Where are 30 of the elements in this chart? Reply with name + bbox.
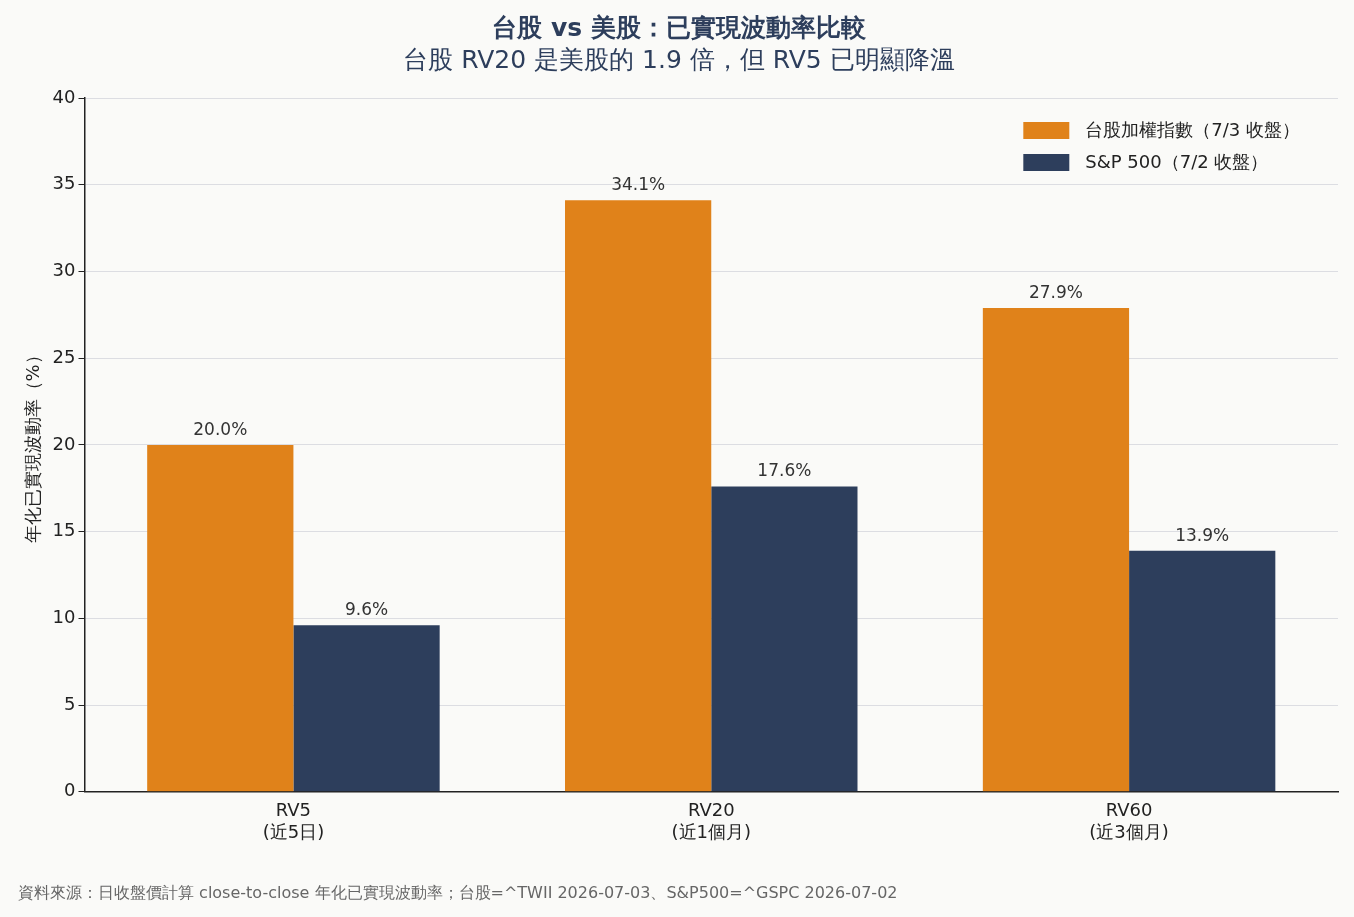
chart-title: 台股 vs 美股：已實現波動率比較 — [492, 12, 867, 42]
y-tick-label: 0 — [64, 779, 76, 801]
data-label: 9.6% — [344, 599, 389, 620]
chart-subtitle: 台股 RV20 是美股的 1.9 倍，但 RV5 已明顯降溫 — [403, 44, 955, 74]
source-note: 資料來源：日收盤價計算 close-to-close 年化已實現波動率；台股=^TWII 2026-07-03、S&P500=^GSPC 2026-07-02 — [18, 883, 898, 902]
bar — [293, 625, 440, 792]
x-tick-label: RV5 (近5日) — [262, 799, 325, 842]
y-tick-label: 15 — [52, 519, 76, 541]
bar — [147, 444, 294, 792]
y-tick-label: 40 — [52, 85, 76, 107]
x-tick-label: RV20 (近1個月) — [671, 799, 751, 842]
y-axis-title: 年化已實現波動率（%） — [22, 346, 44, 544]
y-tick-label: 20 — [52, 432, 76, 454]
data-label: 20.0% — [193, 418, 248, 439]
y-tick-label: 35 — [52, 172, 76, 194]
legend-label: S&P 500（7/2 收盤） — [1085, 150, 1269, 172]
data-label: 27.9% — [1028, 281, 1083, 302]
y-tick-label: 30 — [52, 259, 76, 281]
y-tick-label: 10 — [52, 606, 76, 628]
bar — [711, 486, 858, 792]
data-label: 13.9% — [1175, 524, 1230, 545]
data-label: 17.6% — [757, 460, 812, 481]
legend-label: 台股加權指數（7/3 收盤） — [1085, 118, 1301, 140]
data-label: 34.1% — [611, 174, 666, 195]
bar — [565, 200, 712, 792]
x-tick-label: RV60 (近3個月) — [1089, 799, 1169, 842]
bar — [1129, 550, 1276, 792]
y-tick-label: 25 — [52, 345, 76, 367]
y-tick-label: 5 — [64, 692, 76, 714]
bar — [982, 307, 1130, 792]
